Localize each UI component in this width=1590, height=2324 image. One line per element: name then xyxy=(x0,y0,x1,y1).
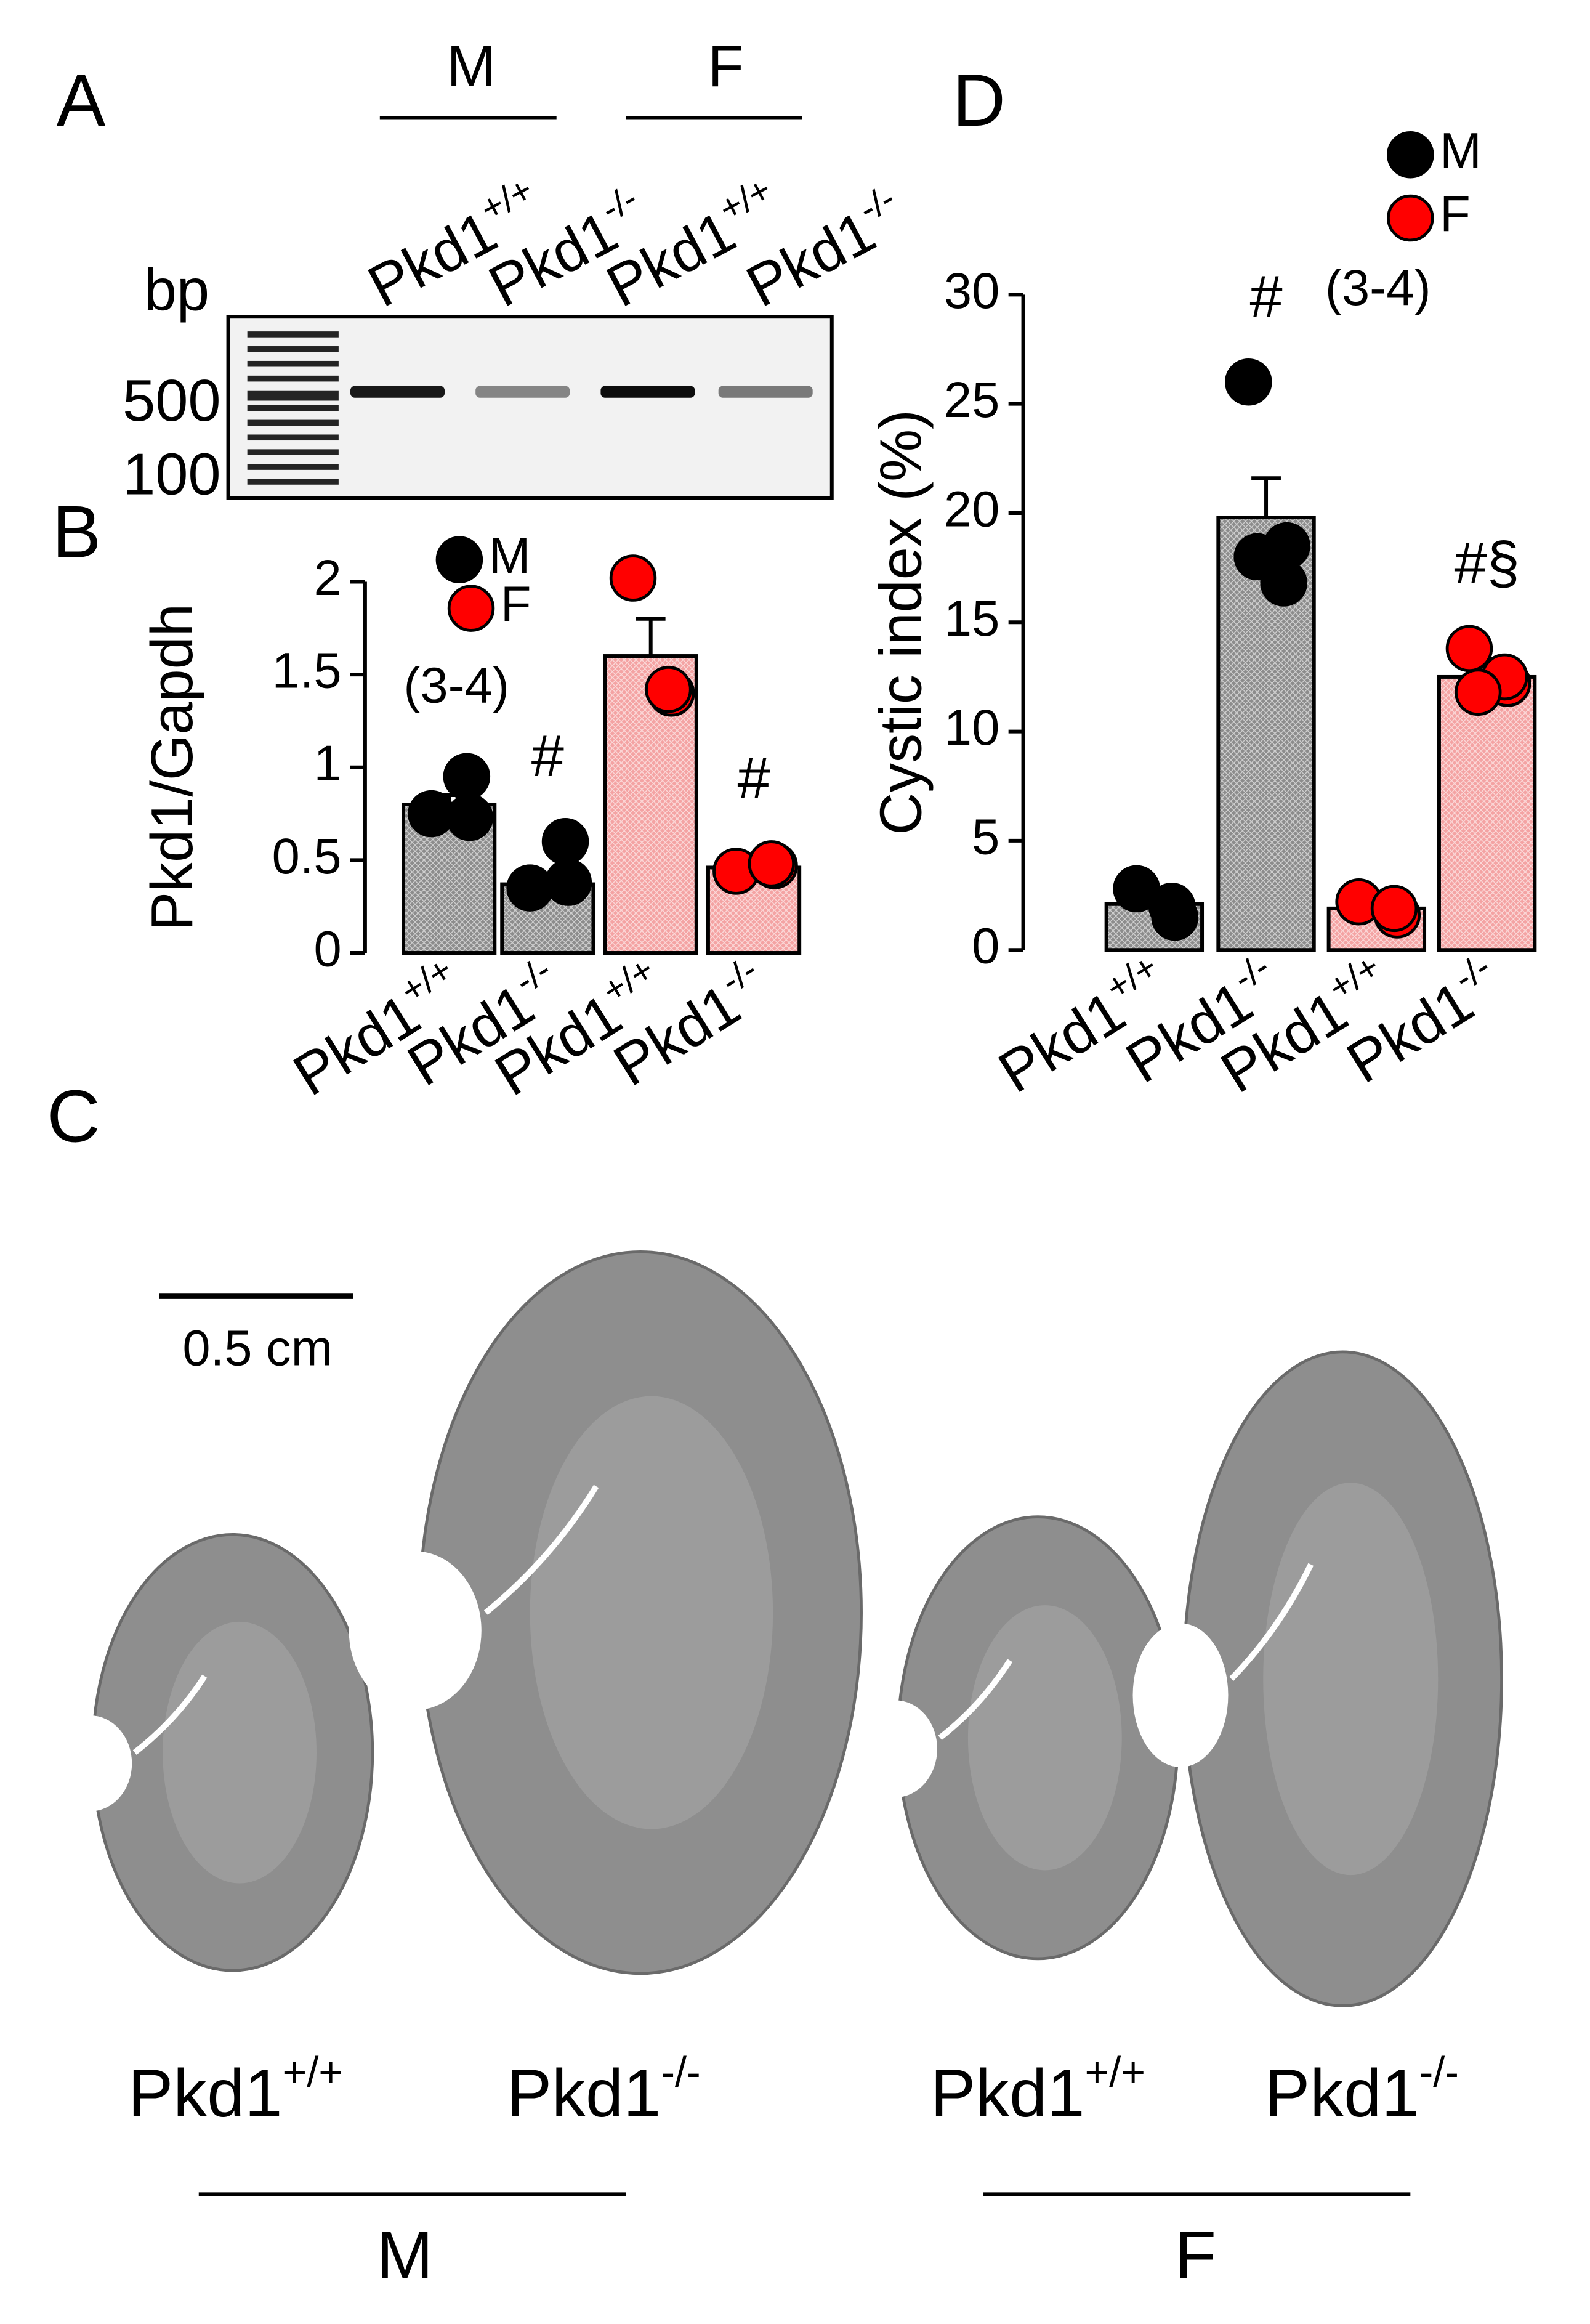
data-point xyxy=(1370,885,1418,933)
gel-band xyxy=(475,386,570,398)
scale-bar-label: 0.5 cm xyxy=(182,1320,333,1376)
unit-label: bp xyxy=(144,257,209,323)
hilum xyxy=(47,1715,132,1812)
ladder-band xyxy=(247,405,339,411)
significance: # xyxy=(531,723,564,789)
ladder-band xyxy=(247,449,339,455)
hilum xyxy=(1132,1623,1229,1767)
ladder-band xyxy=(247,390,339,401)
significance: # xyxy=(1249,264,1282,330)
ladder-band xyxy=(247,331,339,338)
data-point xyxy=(748,840,795,888)
y-tick-label: 0 xyxy=(313,921,341,977)
y-tick-label: 10 xyxy=(944,700,999,756)
y-tick-label: 5 xyxy=(972,809,999,865)
kidney-label: Pkd1-/- xyxy=(1265,2049,1459,2132)
legend-marker xyxy=(435,536,483,583)
data-point xyxy=(609,554,657,602)
hilum xyxy=(349,1551,482,1711)
legend-label: F xyxy=(1440,187,1471,243)
legend-label: M xyxy=(489,528,531,584)
y-axis-label: Cystic index (%) xyxy=(868,410,934,835)
bar xyxy=(1437,674,1537,952)
data-point xyxy=(544,859,592,906)
legend-label: F xyxy=(501,577,531,633)
ladder-band xyxy=(247,375,339,382)
legend-label: M xyxy=(1440,123,1482,179)
n-label: (3-4) xyxy=(1325,260,1431,316)
gel-band xyxy=(600,386,695,398)
panel-label: C xyxy=(47,1076,100,1158)
data-point xyxy=(1233,533,1281,581)
ladder-band xyxy=(247,464,339,470)
legend-marker xyxy=(447,585,495,632)
ladder-band xyxy=(247,479,339,485)
kidney-label: Pkd1+/+ xyxy=(930,2049,1145,2132)
hilum xyxy=(853,1700,937,1798)
panel-label: B xyxy=(52,491,101,573)
data-point xyxy=(1225,358,1272,406)
data-point xyxy=(1148,883,1196,930)
significance: #§ xyxy=(1454,530,1519,596)
marker-label: 100 xyxy=(123,441,221,507)
ladder-band xyxy=(247,434,339,441)
y-tick-label: 0.5 xyxy=(272,828,342,885)
gel-band xyxy=(350,386,445,398)
y-tick-label: 20 xyxy=(944,481,999,537)
significance: # xyxy=(737,745,770,811)
data-point xyxy=(541,818,589,865)
y-tick-label: 15 xyxy=(944,591,999,647)
data-point xyxy=(645,666,692,713)
vessel xyxy=(132,1674,208,1755)
y-tick-label: 1.5 xyxy=(272,643,342,699)
panel-label: A xyxy=(57,60,106,142)
legend-marker xyxy=(1387,194,1434,242)
ladder-band xyxy=(247,346,339,352)
marker-label: 500 xyxy=(123,368,221,434)
y-tick-label: 30 xyxy=(944,263,999,319)
kidney-medulla xyxy=(967,1605,1122,1871)
legend-marker xyxy=(1387,131,1434,179)
vessel xyxy=(483,1484,599,1615)
y-axis-label: Pkd1/Gapdh xyxy=(139,604,205,931)
group-label: M xyxy=(446,33,496,99)
data-point xyxy=(446,793,493,841)
panel-label: D xyxy=(953,60,1006,142)
vessel xyxy=(938,1659,1013,1741)
n-label: (3-4) xyxy=(403,658,509,714)
ladder-band xyxy=(247,419,339,426)
group-label: F xyxy=(708,33,743,99)
kidney-label: Pkd1-/- xyxy=(507,2049,701,2132)
group-label: F xyxy=(1175,2217,1216,2293)
kidney-medulla xyxy=(1263,1483,1439,1876)
group-label: M xyxy=(377,2217,434,2293)
data-point xyxy=(1445,625,1493,673)
y-tick-label: 25 xyxy=(944,372,999,428)
kidney-medulla xyxy=(530,1396,773,1829)
kidney-medulla xyxy=(163,1621,317,1884)
data-point xyxy=(443,753,491,801)
ladder-band xyxy=(247,360,339,367)
kidney-label: Pkd1+/+ xyxy=(128,2049,343,2132)
y-tick-label: 2 xyxy=(313,550,341,606)
vessel xyxy=(1229,1563,1314,1681)
gel-band xyxy=(718,386,813,398)
data-point xyxy=(1455,668,1502,716)
y-tick-label: 0 xyxy=(972,918,999,974)
y-tick-label: 1 xyxy=(313,735,341,792)
